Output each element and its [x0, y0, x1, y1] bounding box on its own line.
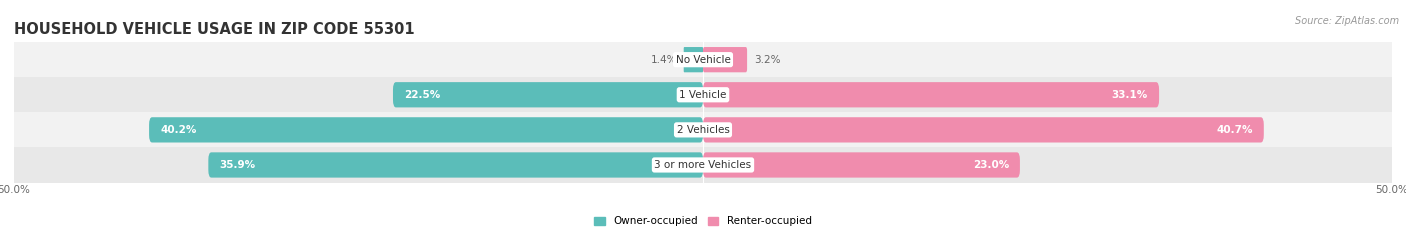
FancyBboxPatch shape: [703, 152, 1019, 178]
Text: 40.2%: 40.2%: [160, 125, 197, 135]
FancyBboxPatch shape: [703, 47, 747, 72]
Bar: [14, 112, 1392, 147]
Text: 2 Vehicles: 2 Vehicles: [676, 125, 730, 135]
Text: 40.7%: 40.7%: [1216, 125, 1253, 135]
Text: 3.2%: 3.2%: [754, 55, 780, 65]
FancyBboxPatch shape: [683, 47, 703, 72]
FancyBboxPatch shape: [208, 152, 703, 178]
Text: 33.1%: 33.1%: [1112, 90, 1149, 100]
Text: 1 Vehicle: 1 Vehicle: [679, 90, 727, 100]
FancyBboxPatch shape: [149, 117, 703, 143]
Text: Source: ZipAtlas.com: Source: ZipAtlas.com: [1295, 16, 1399, 26]
FancyBboxPatch shape: [703, 117, 1264, 143]
Text: 22.5%: 22.5%: [404, 90, 440, 100]
Text: No Vehicle: No Vehicle: [675, 55, 731, 65]
FancyBboxPatch shape: [392, 82, 703, 107]
Text: HOUSEHOLD VEHICLE USAGE IN ZIP CODE 55301: HOUSEHOLD VEHICLE USAGE IN ZIP CODE 5530…: [14, 22, 415, 37]
Bar: [14, 147, 1392, 183]
Text: 3 or more Vehicles: 3 or more Vehicles: [654, 160, 752, 170]
Bar: [14, 42, 1392, 77]
Text: 1.4%: 1.4%: [651, 55, 676, 65]
Text: 35.9%: 35.9%: [219, 160, 256, 170]
Bar: [14, 77, 1392, 112]
Legend: Owner-occupied, Renter-occupied: Owner-occupied, Renter-occupied: [591, 212, 815, 231]
Text: 23.0%: 23.0%: [973, 160, 1010, 170]
FancyBboxPatch shape: [703, 82, 1159, 107]
